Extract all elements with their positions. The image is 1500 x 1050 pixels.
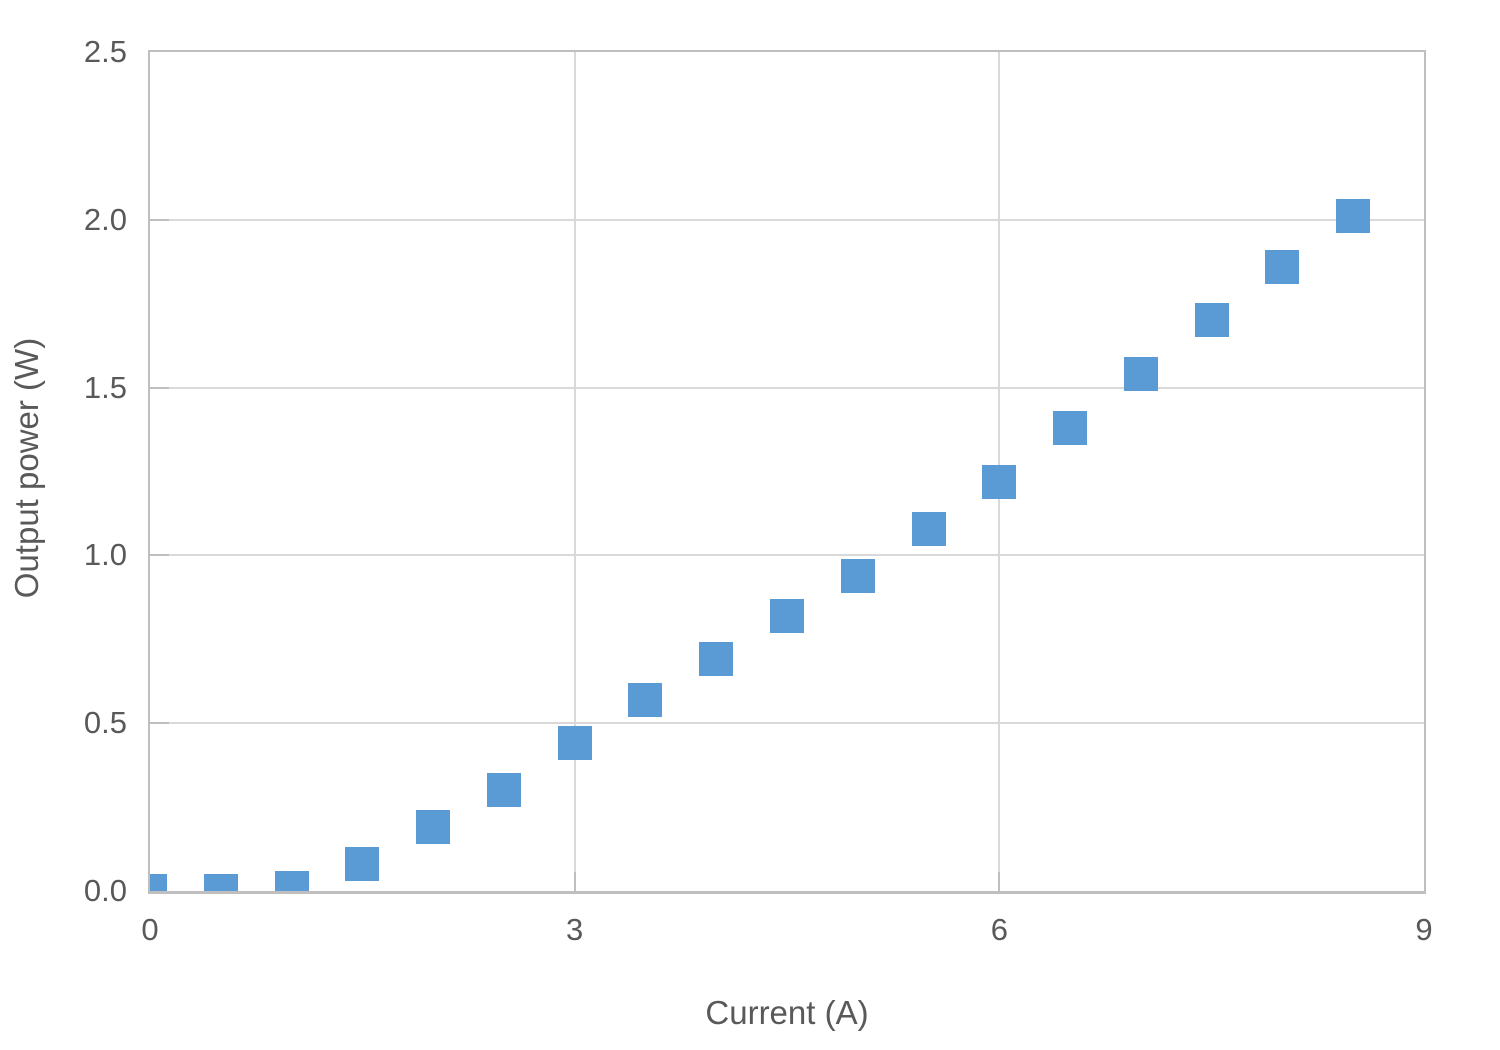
data-point-marker — [416, 810, 451, 845]
y-tick-label: 1.0 — [83, 537, 127, 573]
horizontal-gridline — [150, 386, 1424, 389]
data-point-marker — [628, 682, 663, 717]
y-tick-label: 1.5 — [83, 369, 127, 405]
y-axis-tick-mark — [150, 386, 169, 389]
data-point-marker — [1123, 357, 1158, 392]
y-tick-label: 0.5 — [83, 705, 127, 741]
y-tick-label: 0.0 — [83, 873, 127, 908]
horizontal-gridline — [150, 722, 1424, 725]
data-point-marker — [982, 464, 1017, 499]
data-point-marker — [486, 773, 521, 808]
x-tick-label: 6 — [990, 912, 1008, 947]
x-tick-label: 3 — [566, 912, 584, 947]
data-point-marker — [911, 511, 946, 546]
x-axis-tick-mark — [998, 872, 1001, 891]
data-point-marker — [1336, 199, 1371, 234]
y-axis-tick-mark — [150, 722, 169, 725]
x-axis-tick-mark — [573, 872, 576, 891]
data-point-marker — [770, 598, 804, 633]
data-point-marker — [557, 726, 592, 761]
y-axis-title: Output power (W) — [8, 337, 45, 599]
data-point-marker — [203, 874, 238, 891]
x-tick-label: 9 — [1415, 912, 1433, 947]
data-point-marker — [345, 847, 380, 882]
y-axis-tick-mark — [150, 554, 169, 557]
y-tick-label: 2.5 — [83, 34, 127, 69]
data-point-marker — [274, 870, 309, 891]
horizontal-gridline — [150, 218, 1424, 221]
x-axis-title: Current (A) — [705, 994, 869, 1031]
data-point-marker — [150, 874, 167, 891]
data-point-marker — [699, 642, 734, 677]
y-tick-label: 2.0 — [83, 201, 127, 237]
data-point-marker — [1194, 303, 1229, 338]
data-point-marker — [1053, 410, 1088, 445]
y-axis-tick-mark — [150, 218, 169, 221]
vertical-gridline — [573, 52, 576, 891]
plot-area — [150, 52, 1424, 891]
data-point-marker — [1265, 249, 1300, 284]
horizontal-gridline — [150, 554, 1424, 557]
x-tick-label: 0 — [141, 912, 159, 947]
data-point-marker — [840, 558, 875, 593]
